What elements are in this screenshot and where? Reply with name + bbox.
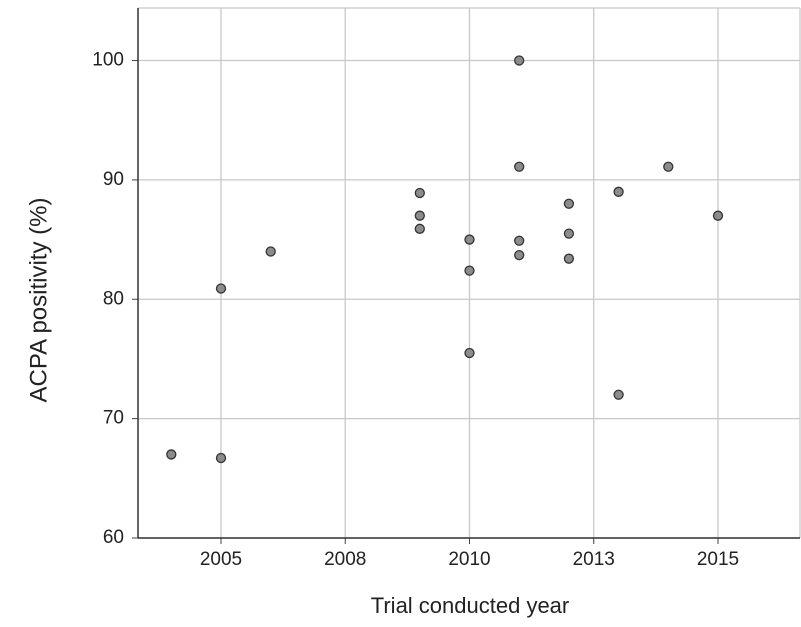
point: [712, 210, 724, 221]
point: [166, 449, 177, 460]
point: [464, 234, 475, 245]
x-tick-label: 2015: [697, 549, 739, 570]
point: [464, 347, 475, 359]
y-tick-label: 60: [103, 527, 124, 548]
y-tick-label: 100: [92, 50, 124, 71]
point: [215, 452, 227, 464]
point: [414, 210, 425, 221]
point: [563, 253, 575, 264]
point: [514, 55, 525, 66]
point: [514, 161, 525, 172]
point: [563, 198, 575, 209]
x-axis-label: Trial conducted year: [371, 593, 570, 618]
point: [265, 246, 276, 257]
y-axis-label: ACPA positivity (%): [25, 198, 52, 403]
x-tick-label: 2005: [200, 549, 242, 570]
point: [563, 228, 575, 239]
x-tick-label: 2010: [448, 549, 490, 570]
y-tick-label: 90: [103, 169, 124, 190]
point: [514, 235, 525, 246]
y-tick-label: 70: [103, 408, 124, 429]
point: [514, 249, 525, 261]
point: [613, 186, 624, 197]
x-tick-label: 2013: [573, 549, 615, 570]
point: [215, 283, 227, 294]
point: [464, 265, 475, 276]
point: [414, 187, 425, 199]
point: [663, 161, 674, 172]
point: [414, 223, 425, 234]
y-tick-label: 80: [103, 288, 124, 309]
x-tick-label: 2008: [324, 549, 366, 570]
point: [613, 389, 624, 400]
